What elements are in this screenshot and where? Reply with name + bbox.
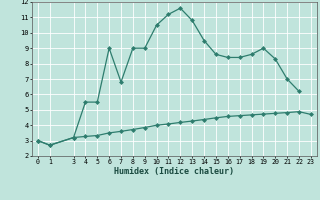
X-axis label: Humidex (Indice chaleur): Humidex (Indice chaleur) — [115, 167, 234, 176]
